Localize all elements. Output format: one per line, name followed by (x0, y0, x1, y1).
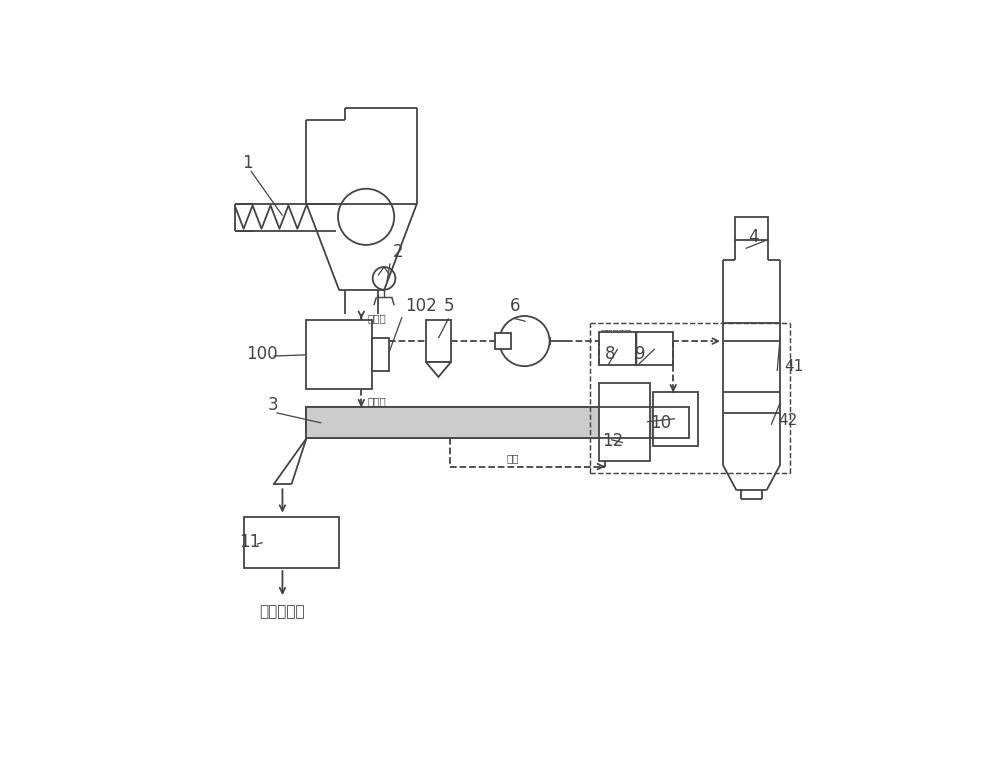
Bar (306, 320, 372, 389)
Text: 高品质热风: 高品质热风 (600, 328, 632, 338)
Text: 成品烧结矿: 成品烧结矿 (260, 604, 305, 619)
Text: 8: 8 (605, 345, 616, 363)
Bar (735, 217, 768, 240)
Bar (495, 334, 511, 349)
Bar (653, 392, 698, 445)
Bar (306, 407, 689, 438)
Text: 冷却风: 冷却风 (368, 396, 387, 406)
Bar (372, 338, 389, 371)
Text: 5: 5 (444, 297, 454, 315)
Text: 6: 6 (510, 297, 520, 315)
Text: 2: 2 (393, 244, 404, 262)
Bar (636, 332, 673, 365)
Text: 3: 3 (268, 396, 278, 414)
Bar (599, 383, 650, 461)
Text: 11: 11 (239, 533, 260, 551)
Bar (599, 332, 636, 365)
Bar (244, 518, 339, 568)
Text: 102: 102 (405, 297, 437, 315)
Text: 100: 100 (247, 345, 278, 363)
Text: 10: 10 (650, 414, 671, 431)
Text: 热风: 热风 (507, 454, 519, 463)
Polygon shape (426, 362, 451, 377)
Bar (306, 407, 689, 438)
Text: 12: 12 (602, 431, 623, 449)
Text: 9: 9 (635, 345, 645, 363)
Text: 41: 41 (784, 359, 804, 374)
Text: 冷却风: 冷却风 (368, 313, 387, 323)
Bar (426, 320, 451, 362)
Text: 42: 42 (778, 413, 798, 428)
Text: 4: 4 (749, 228, 759, 247)
Bar (306, 407, 689, 438)
Text: 1: 1 (242, 154, 252, 171)
